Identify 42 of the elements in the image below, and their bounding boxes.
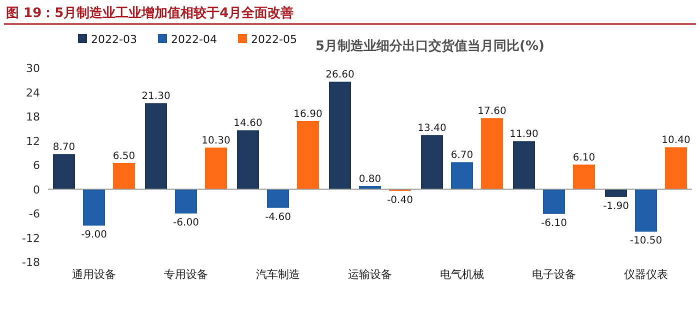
data-label: 10.40 <box>662 135 690 146</box>
chart-title: 图 19：5月制造业工业增加值相较于4月全面改善 <box>6 5 294 21</box>
y-tick-label: 12 <box>26 134 40 148</box>
y-tick-label: -18 <box>22 256 40 269</box>
y-tick-label: 30 <box>26 62 40 75</box>
x-tick-label: 通用设备 <box>72 268 116 281</box>
legend-label: 2022-05 <box>251 33 297 46</box>
data-label: 16.90 <box>294 108 322 120</box>
data-label: 11.90 <box>510 129 538 140</box>
data-label: -9.00 <box>81 230 107 241</box>
y-tick-label: 0 <box>33 183 40 196</box>
y-tick-label: -6 <box>29 208 40 220</box>
x-tick-label: 电气机械 <box>440 268 484 281</box>
data-label: 10.30 <box>202 136 230 147</box>
data-label: 8.70 <box>52 142 76 154</box>
data-label: -0.40 <box>387 194 413 206</box>
legend-label: 2022-03 <box>91 33 137 46</box>
y-tick-label: 18 <box>26 110 40 124</box>
y-tick-label: -12 <box>22 232 40 245</box>
x-tick-label: 仪器仪表 <box>624 268 668 281</box>
data-label: 14.60 <box>234 118 262 130</box>
x-tick-label: 运输设备 <box>348 268 392 281</box>
data-label: 21.30 <box>142 91 170 102</box>
data-label: -4.60 <box>265 212 291 223</box>
data-label: 6.10 <box>572 152 596 164</box>
chart-subtitle: 5月制造业细分出口交货值当月同比(%) <box>316 38 544 54</box>
legend-label: 2022-04 <box>171 33 217 46</box>
x-tick-label: 汽车制造 <box>256 268 300 281</box>
x-tick-label: 专用设备 <box>164 268 208 281</box>
data-label: 17.60 <box>478 106 506 118</box>
y-tick-label: 6 <box>33 159 40 172</box>
data-label: -10.50 <box>630 236 662 247</box>
data-label: 0.80 <box>358 174 382 186</box>
data-label: -1.90 <box>603 200 629 212</box>
data-label: -6.10 <box>541 218 567 229</box>
data-label: 6.70 <box>450 150 474 162</box>
y-tick-label: 24 <box>26 86 40 100</box>
x-tick-label: 电子设备 <box>532 268 576 281</box>
data-label: 26.60 <box>326 70 354 81</box>
data-label: 13.40 <box>418 123 446 134</box>
data-label: 6.50 <box>112 150 136 162</box>
data-label: -6.00 <box>173 218 199 228</box>
